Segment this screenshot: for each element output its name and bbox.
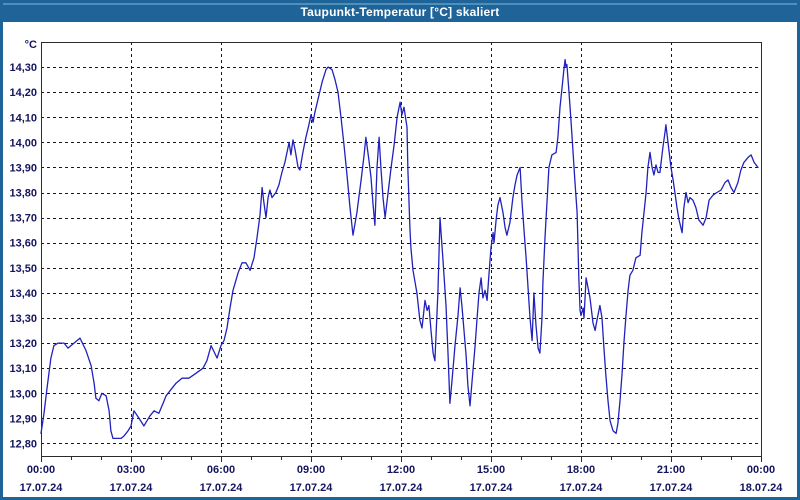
y-tick-label: 13,00: [9, 388, 37, 400]
y-tick-label: 13,70: [9, 213, 37, 225]
series-line: [40, 58, 759, 440]
x-tick-date-label: 17.07.24: [20, 482, 64, 494]
x-tick-date-label: 17.07.24: [110, 482, 154, 494]
y-tick-label: 13,60: [9, 238, 37, 250]
y-tick-label: 13,80: [9, 188, 37, 200]
x-tick-date-label: 17.07.24: [560, 482, 604, 494]
y-tick-label: 14,30: [9, 62, 37, 74]
y-tick-label: 12,80: [9, 438, 37, 450]
x-tick-date-label: 17.07.24: [200, 482, 244, 494]
plot-border: [41, 42, 762, 457]
y-tick-label: 13,90: [9, 162, 37, 174]
y-tick-label: 13,20: [9, 338, 37, 350]
y-tick-label: 13,10: [9, 363, 37, 375]
x-tick-date-label: 17.07.24: [380, 482, 424, 494]
x-tick-time-label: 00:00: [747, 464, 775, 476]
window-titlebar[interactable]: Taupunkt-Temperatur [°C] skaliert: [3, 3, 797, 22]
x-tick-date-label: 18.07.24: [740, 482, 784, 494]
x-tick-time-label: 03:00: [117, 464, 145, 476]
x-tick-date-label: 17.07.24: [650, 482, 694, 494]
x-tick-time-label: 21:00: [657, 464, 685, 476]
y-tick-label: 13,40: [9, 288, 37, 300]
y-tick-label: 14,20: [9, 87, 37, 99]
x-tick-time-label: 15:00: [477, 464, 505, 476]
x-tick-date-label: 17.07.24: [290, 482, 334, 494]
x-tick-time-label: 06:00: [207, 464, 235, 476]
window-title: Taupunkt-Temperatur [°C] skaliert: [300, 5, 500, 19]
y-tick-label: 14,00: [9, 137, 37, 149]
x-tick-date-label: 17.07.24: [470, 482, 514, 494]
y-tick-label: 14,10: [9, 112, 37, 124]
y-tick-label: 12,90: [9, 413, 37, 425]
x-tick-time-label: 12:00: [387, 464, 415, 476]
x-tick-time-label: 18:00: [567, 464, 595, 476]
y-axis-unit-label: °C: [25, 39, 37, 51]
y-tick-label: 13,50: [9, 263, 37, 275]
x-tick-time-label: 09:00: [297, 464, 325, 476]
y-tick-label: 13,30: [9, 313, 37, 325]
x-tick-time-label: 00:00: [27, 464, 55, 476]
